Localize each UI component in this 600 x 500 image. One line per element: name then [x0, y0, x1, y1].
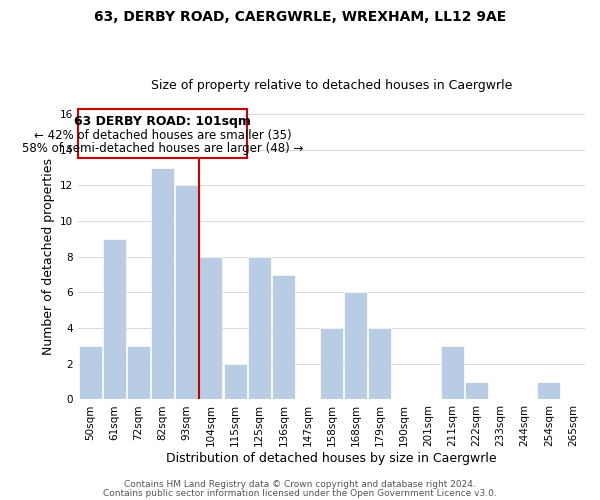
Y-axis label: Number of detached properties: Number of detached properties — [41, 158, 55, 355]
Bar — [224, 364, 247, 400]
Bar — [199, 256, 223, 400]
Bar — [103, 239, 126, 400]
Text: Contains HM Land Registry data © Crown copyright and database right 2024.: Contains HM Land Registry data © Crown c… — [124, 480, 476, 489]
Text: ← 42% of detached houses are smaller (35): ← 42% of detached houses are smaller (35… — [34, 128, 292, 141]
Bar — [320, 328, 343, 400]
Bar — [441, 346, 464, 400]
Text: 63 DERBY ROAD: 101sqm: 63 DERBY ROAD: 101sqm — [74, 115, 251, 128]
Bar — [344, 292, 367, 400]
Bar — [79, 346, 102, 400]
Bar — [78, 108, 247, 158]
Bar — [127, 346, 150, 400]
Text: Contains public sector information licensed under the Open Government Licence v3: Contains public sector information licen… — [103, 490, 497, 498]
Bar — [465, 382, 488, 400]
Title: Size of property relative to detached houses in Caergwrle: Size of property relative to detached ho… — [151, 79, 512, 92]
Text: 58% of semi-detached houses are larger (48) →: 58% of semi-detached houses are larger (… — [22, 142, 304, 156]
Bar — [175, 186, 198, 400]
Text: 63, DERBY ROAD, CAERGWRLE, WREXHAM, LL12 9AE: 63, DERBY ROAD, CAERGWRLE, WREXHAM, LL12… — [94, 10, 506, 24]
Bar — [538, 382, 560, 400]
Bar — [151, 168, 174, 400]
X-axis label: Distribution of detached houses by size in Caergwrle: Distribution of detached houses by size … — [166, 452, 497, 465]
Bar — [248, 256, 271, 400]
Bar — [368, 328, 391, 400]
Bar — [272, 274, 295, 400]
